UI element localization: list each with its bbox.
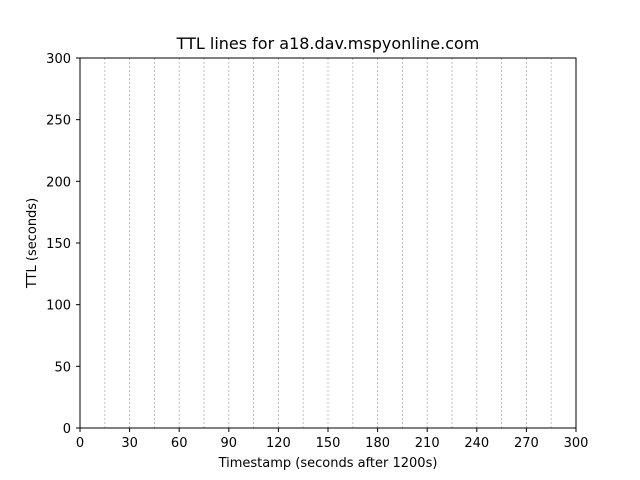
x-tick-label: 180 [365,436,390,451]
y-tick-label: 100 [46,299,71,314]
x-tick-label: 270 [514,436,539,451]
x-tick-label: 150 [316,436,341,451]
y-tick-label: 300 [46,52,71,67]
x-axis-ticks: 0 30 60 90 120 150 180 210 240 270 300 [76,428,589,451]
x-tick-label: 300 [564,436,589,451]
y-tick-label: 150 [46,237,71,252]
y-tick-label: 50 [54,360,71,375]
x-tick-label: 210 [415,436,440,451]
grid-layer [104,58,552,428]
y-tick-label: 200 [46,175,71,190]
x-tick-label: 240 [464,436,489,451]
x-tick-label: 30 [121,436,138,451]
y-tick-label: 250 [46,114,71,129]
y-tick-label: 0 [63,422,71,437]
x-tick-label: 0 [76,436,84,451]
y-axis-label: TTL (seconds) [25,198,40,289]
x-axis-label: Timestamp (seconds after 1200s) [218,456,438,471]
chart-title: TTL lines for a18.dav.mspyonline.com [176,34,480,53]
x-tick-label: 90 [221,436,238,451]
y-axis-ticks: 0 50 100 150 200 250 300 [46,52,80,437]
x-tick-label: 60 [171,436,188,451]
x-tick-label: 120 [266,436,291,451]
